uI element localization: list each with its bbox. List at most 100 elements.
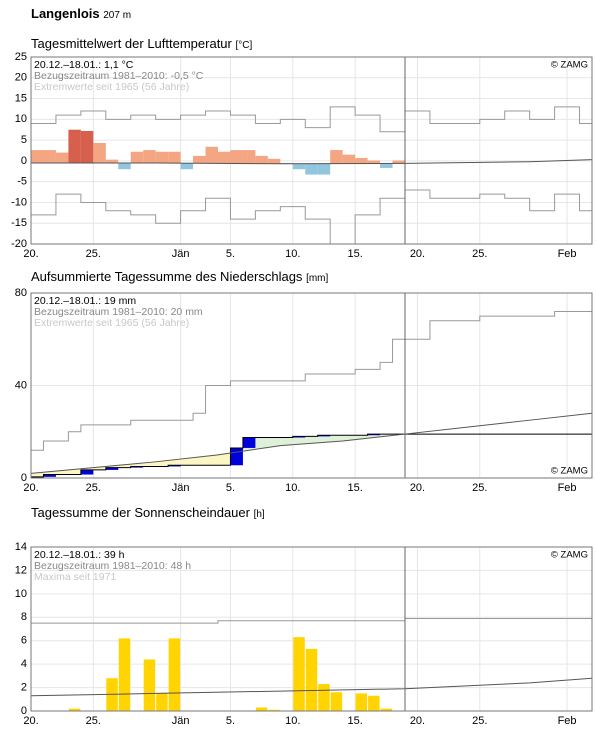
y-tick-label: 0 xyxy=(21,705,27,717)
x-tick-label: 20. xyxy=(23,715,38,727)
x-tick-label: 25. xyxy=(472,248,487,260)
bar xyxy=(93,143,106,163)
daily-increase xyxy=(242,437,256,448)
bar xyxy=(118,638,131,711)
bar xyxy=(205,146,218,164)
y-tick-label: 8 xyxy=(21,611,27,623)
bar xyxy=(317,163,331,175)
station-name: Langenlois xyxy=(31,6,100,21)
y-tick-label: 2 xyxy=(21,681,27,693)
deviation-fill xyxy=(330,435,343,442)
bar xyxy=(168,151,181,164)
x-tick-label: 5. xyxy=(226,482,235,494)
bar xyxy=(31,150,44,163)
x-tick-label: 20. xyxy=(410,248,425,260)
daily-increase xyxy=(168,465,181,467)
bar xyxy=(342,154,356,164)
daily-increase xyxy=(130,466,144,468)
y-tick-label: 12 xyxy=(15,564,27,576)
bar xyxy=(43,150,56,163)
y-tick-label: -15 xyxy=(11,217,27,229)
daily-increase xyxy=(317,435,331,437)
x-tick-label: 10. xyxy=(285,482,300,494)
x-tick-label: 25. xyxy=(86,482,101,494)
x-tick-label: 5. xyxy=(226,715,235,727)
bar xyxy=(355,693,368,711)
extreme-line xyxy=(31,610,592,624)
plot-frame xyxy=(30,546,593,712)
deviation-fill xyxy=(255,437,268,449)
x-tick-label: 25. xyxy=(86,715,101,727)
extreme-line xyxy=(31,106,592,133)
bar xyxy=(193,155,206,164)
x-tick-label: Feb xyxy=(558,248,577,260)
bar xyxy=(118,162,131,170)
deviation-fill xyxy=(93,467,106,470)
bar xyxy=(155,151,169,164)
daily-increase xyxy=(31,476,44,478)
info-line: 20.12.–18.01.: 39 h xyxy=(34,549,125,561)
deviation-fill xyxy=(68,469,81,475)
info-line: Extremwerte seit 1965 (56 Jahre) xyxy=(34,81,189,93)
y-tick-label: 10 xyxy=(15,113,27,125)
y-tick-label: 6 xyxy=(21,635,27,647)
x-tick-label: 20. xyxy=(23,248,38,260)
chart-unit: [mm] xyxy=(306,273,328,284)
deviation-fill xyxy=(168,459,181,466)
normal-line xyxy=(31,159,592,165)
deviation-fill xyxy=(342,435,356,441)
copyright: © ZAMG xyxy=(551,466,588,477)
x-tick-label: 15. xyxy=(347,248,362,260)
chart-title: Tagessumme der Sonnenscheindauer [h] xyxy=(31,505,265,520)
deviation-fill xyxy=(292,436,306,445)
deviation-fill xyxy=(105,465,119,468)
x-tick-label: 25. xyxy=(472,482,487,494)
y-tick-label: 0 xyxy=(21,155,27,167)
bar xyxy=(305,163,318,175)
deviation-fill xyxy=(43,471,56,475)
x-tick-label: Jän xyxy=(172,248,190,260)
deviation-fill xyxy=(380,434,393,437)
bar xyxy=(156,693,168,711)
bar xyxy=(293,637,305,711)
deviation-fill xyxy=(267,437,281,447)
daily-increase xyxy=(80,469,94,475)
deviation-fill xyxy=(193,456,206,466)
info-line: Bezugszeitraum 1981–2010: 20 mm xyxy=(34,306,203,318)
bar xyxy=(292,163,306,170)
y-tick-label: -10 xyxy=(11,196,27,208)
plot-frame xyxy=(30,56,593,245)
chart-title: Aufsummierte Tagessumme des Niederschlag… xyxy=(31,269,329,284)
station-header: Langenlois 207 m xyxy=(31,6,131,21)
x-tick-label: 5. xyxy=(226,248,235,260)
deviation-fill xyxy=(80,468,94,470)
deviation-fill xyxy=(317,435,331,443)
x-tick-label: 20. xyxy=(23,482,38,494)
chart: Tagesmittelwert der Lufttemperatur [°C] -… xyxy=(11,36,593,260)
x-tick-label: 25. xyxy=(86,248,101,260)
daily-increase xyxy=(43,474,56,477)
x-tick-label: 15. xyxy=(347,715,362,727)
normal-line xyxy=(31,412,592,474)
y-tick-label: -20 xyxy=(11,238,27,250)
plot-frame xyxy=(30,292,593,479)
deviation-fill xyxy=(155,461,169,467)
chart-title-text: Aufsummierte Tagessumme des Niederschlag… xyxy=(31,269,303,284)
deviation-fill xyxy=(180,458,194,466)
x-tick-label: 20. xyxy=(410,715,425,727)
bar xyxy=(143,150,156,163)
bar xyxy=(380,708,393,711)
x-tick-label: 25. xyxy=(472,715,487,727)
bar xyxy=(267,158,281,164)
deviation-fill xyxy=(143,462,156,467)
chart: Aufsummierte Tagessumme des Niederschlag… xyxy=(15,269,593,494)
cumulative-line xyxy=(31,433,592,478)
chart: Tagessumme der Sonnenscheindauer [h] 0 2 4 6… xyxy=(15,505,593,727)
x-tick-label: Feb xyxy=(558,715,577,727)
plot-body xyxy=(31,311,592,478)
bar xyxy=(330,692,343,711)
bar xyxy=(143,659,156,711)
deviation-fill xyxy=(305,436,318,444)
x-tick-label: 10. xyxy=(285,715,300,727)
x-tick-label: Feb xyxy=(558,482,577,494)
